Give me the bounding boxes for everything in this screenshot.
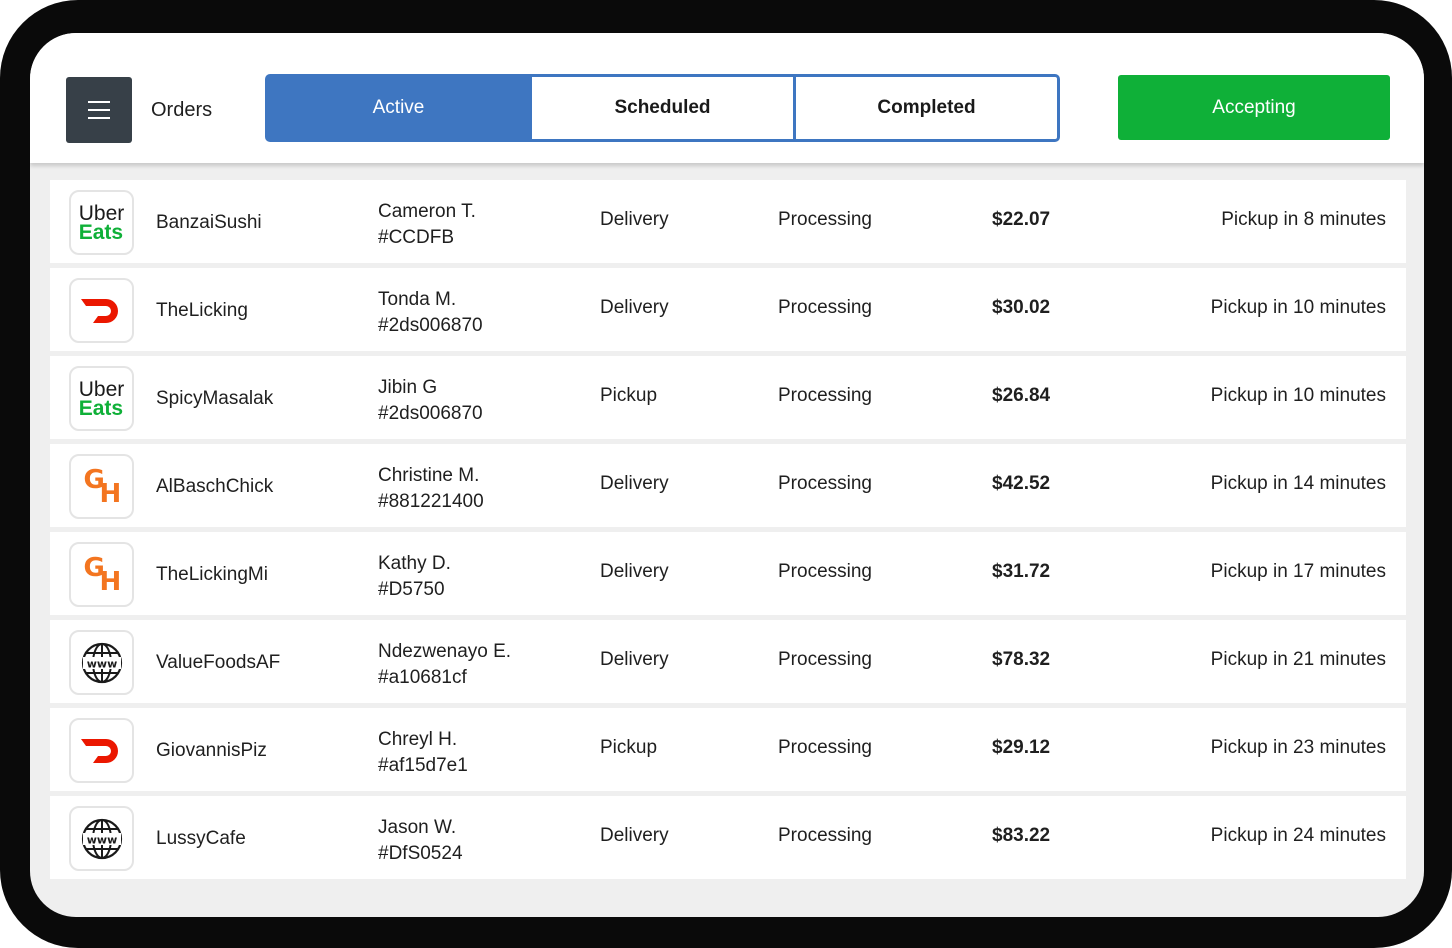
customer-name: Jibin G	[378, 377, 438, 398]
customer-name: Chreyl H.	[378, 729, 458, 750]
tab-scheduled[interactable]: Scheduled	[529, 77, 793, 139]
order-row[interactable]: www LussyCafe Jason W. #DfS0524 Delivery…	[50, 796, 1406, 879]
doordash-logo-icon	[69, 718, 134, 783]
customer-name: Tonda M.	[378, 289, 457, 310]
hamburger-menu-icon	[88, 101, 110, 119]
customer-info: Cameron T. #CCDFB	[378, 199, 476, 251]
customer-info: Tonda M. #2ds006870	[378, 287, 483, 339]
pickup-eta: Pickup in 23 minutes	[1210, 737, 1386, 758]
order-status: Processing	[778, 473, 872, 494]
restaurant-name: AlBaschChick	[156, 476, 274, 497]
order-total: $78.32	[992, 649, 1051, 670]
customer-info: Kathy D. #D5750	[378, 551, 451, 603]
order-status: Processing	[778, 561, 872, 582]
restaurant-name: LussyCafe	[156, 828, 246, 849]
svg-text:www: www	[86, 833, 117, 846]
order-total: $31.72	[992, 561, 1051, 582]
order-total: $22.07	[992, 209, 1051, 230]
restaurant-name: SpicyMasalak	[156, 388, 274, 409]
order-status: Processing	[778, 385, 872, 406]
accepting-toggle-button[interactable]: Accepting	[1118, 75, 1390, 140]
restaurant-name: TheLicking	[156, 300, 248, 321]
order-status-tabs: Active Scheduled Completed	[265, 74, 1060, 142]
order-status: Processing	[778, 209, 872, 230]
pickup-eta: Pickup in 8 minutes	[1221, 209, 1386, 230]
order-type: Delivery	[600, 649, 669, 670]
pickup-eta: Pickup in 21 minutes	[1210, 649, 1386, 670]
customer-info: Jason W. #DfS0524	[378, 815, 463, 867]
customer-info: Chreyl H. #af15d7e1	[378, 727, 468, 779]
uber-eats-logo-icon: Uber Eats	[69, 190, 134, 255]
order-row[interactable]: Uber Eats BanzaiSushi Cameron T. #CCDFB D…	[50, 180, 1406, 263]
restaurant-name: ValueFoodsAF	[156, 652, 281, 673]
page-title: Orders	[151, 99, 213, 121]
order-total: $26.84	[992, 385, 1051, 406]
order-row[interactable]: GiovannisPiz Chreyl H. #af15d7e1 Pickup …	[50, 708, 1406, 791]
doordash-logo-icon	[69, 278, 134, 343]
svg-text:www: www	[86, 657, 117, 670]
order-status: Processing	[778, 649, 872, 670]
order-type: Delivery	[600, 473, 669, 494]
order-id: #2ds006870	[378, 403, 483, 424]
order-id: #D5750	[378, 579, 445, 600]
hamburger-menu-button[interactable]	[66, 77, 132, 143]
orders-list: Uber Eats BanzaiSushi Cameron T. #CCDFB D…	[50, 180, 1406, 884]
order-total: $29.12	[992, 737, 1051, 758]
tab-active[interactable]: Active	[268, 77, 529, 139]
order-type: Delivery	[600, 297, 669, 318]
order-id: #af15d7e1	[378, 755, 468, 776]
restaurant-name: TheLickingMi	[156, 564, 268, 585]
order-total: $42.52	[992, 473, 1051, 494]
tab-completed[interactable]: Completed	[793, 77, 1057, 139]
order-total: $83.22	[992, 825, 1051, 846]
customer-info: Jibin G #2ds006870	[378, 375, 483, 427]
order-type: Pickup	[600, 385, 658, 406]
customer-name: Jason W.	[378, 817, 457, 838]
customer-name: Cameron T.	[378, 201, 476, 222]
order-row[interactable]: TheLicking Tonda M. #2ds006870 Delivery …	[50, 268, 1406, 351]
order-id: #881221400	[378, 491, 484, 512]
order-type: Pickup	[600, 737, 658, 758]
order-status: Processing	[778, 825, 872, 846]
uber-eats-logo-icon: Uber Eats	[69, 366, 134, 431]
customer-info: Ndezwenayo E. #a10681cf	[378, 639, 511, 691]
order-type: Delivery	[600, 561, 669, 582]
customer-name: Kathy D.	[378, 553, 451, 574]
app-screen: Orders Active Scheduled Completed Accept…	[30, 33, 1424, 917]
order-type: Delivery	[600, 825, 669, 846]
website-globe-icon: www	[69, 630, 134, 695]
top-bar: Orders Active Scheduled Completed Accept…	[30, 33, 1424, 163]
order-status: Processing	[778, 737, 872, 758]
pickup-eta: Pickup in 10 minutes	[1210, 385, 1386, 406]
customer-name: Christine M.	[378, 465, 480, 486]
restaurant-name: GiovannisPiz	[156, 740, 267, 761]
order-total: $30.02	[992, 297, 1051, 318]
order-row[interactable]: Uber Eats SpicyMasalak Jibin G #2ds006870…	[50, 356, 1406, 439]
order-type: Delivery	[600, 209, 669, 230]
pickup-eta: Pickup in 10 minutes	[1210, 297, 1386, 318]
pickup-eta: Pickup in 24 minutes	[1210, 825, 1386, 846]
order-id: #DfS0524	[378, 843, 463, 864]
restaurant-name: BanzaiSushi	[156, 212, 262, 233]
customer-name: Ndezwenayo E.	[378, 641, 512, 662]
customer-info: Christine M. #881221400	[378, 463, 484, 515]
pickup-eta: Pickup in 17 minutes	[1210, 561, 1386, 582]
pickup-eta: Pickup in 14 minutes	[1210, 473, 1386, 494]
order-status: Processing	[778, 297, 872, 318]
order-id: #a10681cf	[378, 667, 467, 688]
order-id: #CCDFB	[378, 227, 455, 248]
website-globe-icon: www	[69, 806, 134, 871]
order-row[interactable]: www ValueFoodsAF Ndezwenayo E. #a10681cf…	[50, 620, 1406, 703]
order-id: #2ds006870	[378, 315, 483, 336]
